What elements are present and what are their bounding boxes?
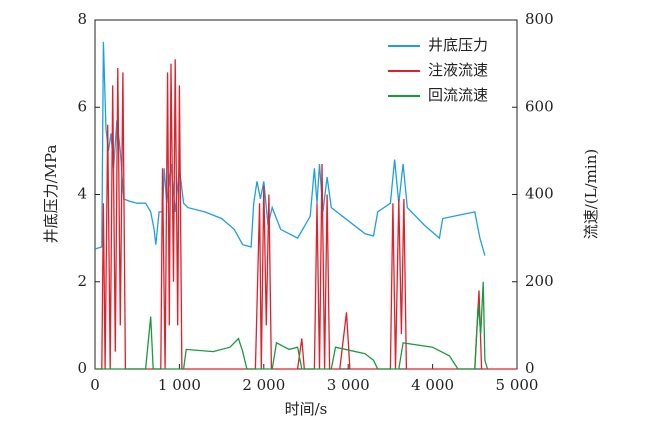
y-tick-label: 0: [77, 359, 87, 377]
legend-label: 回流流速: [428, 86, 488, 104]
x-tick-label: 1 000: [158, 376, 201, 394]
series-line: [95, 281, 489, 370]
y2-axis-label: 流速/(L/min): [582, 149, 600, 239]
y-tick-label: 6: [77, 97, 87, 115]
x-tick-label: 5 000: [496, 376, 539, 394]
y-tick-label: 8: [77, 10, 87, 28]
y-tick-label: 2: [77, 272, 87, 290]
legend-label: 井底压力: [428, 36, 488, 54]
y2-tick-label: 200: [525, 272, 554, 290]
y2-tick-label: 800: [525, 10, 554, 28]
x-tick-label: 0: [90, 376, 100, 394]
y2-tick-label: 400: [525, 185, 554, 203]
y-axis-label: 井底压力/MPa: [42, 145, 60, 244]
series-line: [95, 59, 517, 370]
x-tick-label: 3 000: [327, 376, 370, 394]
legend-label: 注液流速: [428, 61, 488, 79]
x-tick-label: 4 000: [411, 376, 454, 394]
x-tick-label: 2 000: [242, 376, 285, 394]
y-tick-label: 4: [77, 185, 87, 203]
y2-tick-label: 600: [525, 97, 554, 115]
series-line: [94, 41, 486, 256]
y2-tick-label: 0: [525, 359, 535, 377]
x-axis-label: 时间/s: [285, 400, 328, 418]
